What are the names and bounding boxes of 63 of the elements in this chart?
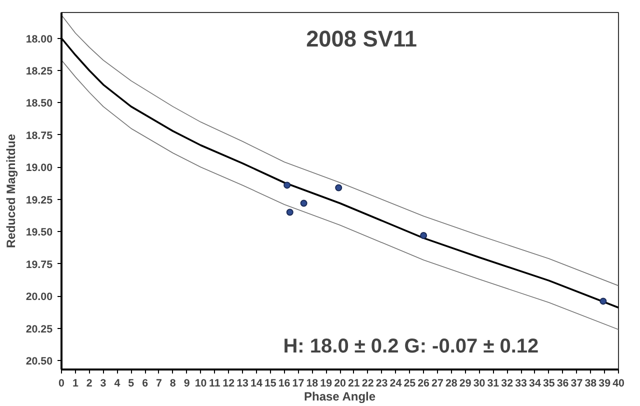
x-tick-label: 24: [390, 378, 402, 390]
x-tick-label: 27: [432, 378, 444, 390]
line-series: [62, 14, 618, 286]
point: [600, 298, 607, 305]
x-tick-label: 10: [194, 378, 207, 390]
y-tick-label: 18.00: [26, 33, 53, 46]
x-tick-label: 20: [334, 378, 346, 390]
x-tick-label: 37: [570, 378, 583, 390]
y-tick-label: 19.75: [26, 258, 53, 271]
point: [420, 232, 428, 239]
point: [335, 184, 342, 192]
x-tick-label: 2: [86, 378, 92, 390]
y-tick-label: 19.25: [26, 194, 53, 206]
point: [284, 182, 291, 189]
x-tick-label: 35: [542, 378, 555, 390]
y-tick-label: 18.50: [26, 98, 53, 110]
x-tick-label: 7: [156, 378, 162, 390]
y-axis-title: Reduced Magnitdue: [4, 134, 18, 248]
x-tick-label: 23: [376, 378, 388, 390]
x-tick-label: 25: [404, 378, 416, 390]
x-tick-label: 12: [222, 378, 235, 390]
x-tick-label: 16: [278, 378, 290, 390]
annotation: H: 18.0 ± 0.2 G: -0.07 ± 0.12: [283, 336, 539, 358]
x-tick-label: 38: [584, 378, 597, 390]
x-tick-label: 22: [362, 378, 374, 390]
x-tick-label: 9: [184, 378, 190, 390]
y-tick-label: 20.50: [26, 355, 53, 368]
point: [300, 200, 308, 207]
x-tick-label: 26: [418, 378, 430, 390]
x-tick-label: 40: [612, 378, 624, 390]
x-tick-label: 34: [529, 378, 541, 390]
x-tick-label: 36: [556, 378, 569, 390]
y-tick-label: 19.50: [26, 226, 53, 239]
x-tick-label: 3: [100, 378, 106, 390]
x-tick-label: 39: [598, 378, 611, 390]
x-tick-label: 15: [264, 378, 276, 390]
x-tick-label: 29: [459, 378, 472, 390]
x-tick-label: 17: [292, 378, 304, 390]
x-tick-label: 1: [72, 378, 78, 390]
y-tick-label: 20.25: [26, 323, 53, 336]
x-tick-label: 32: [501, 378, 514, 390]
x-tick-label: 31: [487, 378, 500, 390]
y-tick-label: 20.00: [26, 291, 53, 304]
x-tick-label: 21: [348, 378, 360, 390]
x-tick-label: 33: [515, 378, 528, 390]
x-tick-label: 19: [320, 378, 332, 390]
x-tick-label: 18: [306, 378, 318, 390]
x-tick-label: 5: [128, 378, 134, 390]
x-tick-label: 8: [170, 378, 176, 390]
y-tick-label: 18.25: [26, 65, 53, 78]
y-tick-label: 18.75: [26, 130, 53, 142]
x-tick-label: 11: [209, 378, 220, 390]
x-tick-label: 30: [473, 378, 486, 390]
x-tick-label: 4: [114, 378, 120, 390]
x-tick-label: 6: [142, 378, 148, 390]
y-tick-label: 19.00: [26, 162, 53, 174]
x-tick-label: 14: [250, 378, 262, 390]
point: [286, 208, 294, 216]
x-tick-label: 0: [58, 378, 65, 390]
text: 2008 SV11: [306, 26, 417, 52]
x-axis-title: Phase Angle: [304, 390, 376, 404]
x-tick-label: 13: [236, 378, 249, 390]
x-tick-label: 28: [445, 378, 458, 390]
